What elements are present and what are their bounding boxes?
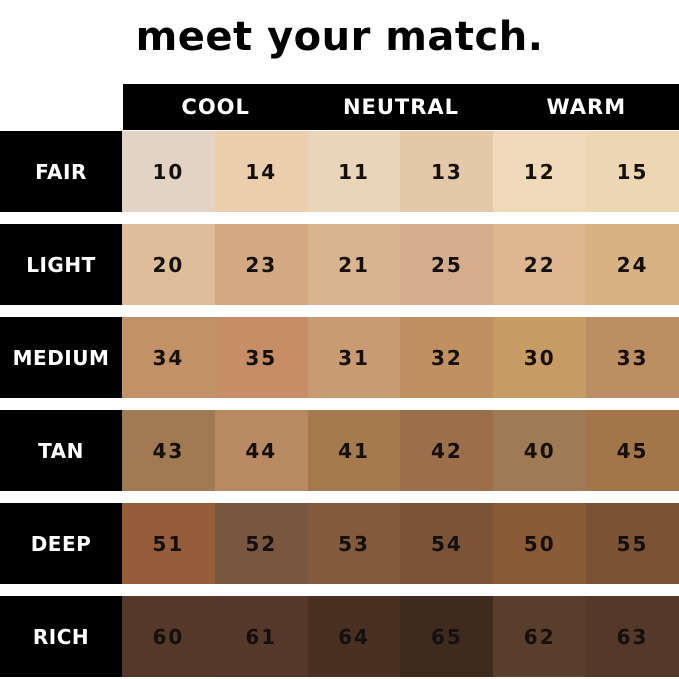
shade-swatch: 40 bbox=[493, 410, 587, 491]
row-label: LIGHT bbox=[0, 224, 122, 305]
shade-swatch: 61 bbox=[214, 596, 308, 677]
shade-swatch: 21 bbox=[307, 224, 401, 305]
shade-swatch: 53 bbox=[307, 503, 401, 584]
shade-swatch: 22 bbox=[493, 224, 587, 305]
shade-swatch: 15 bbox=[586, 131, 679, 212]
shade-swatch: 50 bbox=[493, 503, 587, 584]
shade-swatch: 45 bbox=[586, 410, 679, 491]
shade-swatch: 43 bbox=[122, 410, 215, 491]
column-header-neutral: NEUTRAL bbox=[342, 95, 460, 119]
row-label: TAN bbox=[0, 410, 122, 491]
row-label: MEDIUM bbox=[0, 317, 122, 398]
shade-swatch: 55 bbox=[586, 503, 679, 584]
shade-swatch: 52 bbox=[214, 503, 308, 584]
shade-swatch: 42 bbox=[400, 410, 494, 491]
shade-swatch: 35 bbox=[214, 317, 308, 398]
shade-swatch: 33 bbox=[586, 317, 679, 398]
shade-row-rich: RICH 60 61 64 65 62 63 bbox=[0, 596, 679, 677]
column-header-warm: WARM bbox=[546, 95, 627, 119]
shade-swatch: 54 bbox=[400, 503, 494, 584]
shade-swatch: 60 bbox=[122, 596, 215, 677]
shade-swatch: 30 bbox=[493, 317, 587, 398]
shade-swatch: 41 bbox=[307, 410, 401, 491]
shade-swatch: 14 bbox=[214, 131, 308, 212]
column-header-cool: COOL bbox=[181, 95, 250, 119]
shade-row-tan: TAN 43 44 41 42 40 45 bbox=[0, 410, 679, 491]
shade-row-medium: MEDIUM 34 35 31 32 30 33 bbox=[0, 317, 679, 398]
row-label: RICH bbox=[0, 596, 122, 677]
shade-swatch: 31 bbox=[307, 317, 401, 398]
shade-swatch: 24 bbox=[586, 224, 679, 305]
shade-swatch: 64 bbox=[307, 596, 401, 677]
undertone-header: COOL NEUTRAL WARM bbox=[123, 84, 679, 130]
row-label: FAIR bbox=[0, 131, 122, 212]
shade-swatch: 25 bbox=[400, 224, 494, 305]
shade-swatch: 65 bbox=[400, 596, 494, 677]
shade-swatch: 63 bbox=[586, 596, 679, 677]
shade-row-light: LIGHT 20 23 21 25 22 24 bbox=[0, 224, 679, 305]
shade-swatch: 13 bbox=[400, 131, 494, 212]
shade-swatch: 23 bbox=[214, 224, 308, 305]
shade-row-deep: DEEP 51 52 53 54 50 55 bbox=[0, 503, 679, 584]
shade-swatch: 34 bbox=[122, 317, 215, 398]
shade-swatch: 12 bbox=[493, 131, 587, 212]
shade-swatch: 32 bbox=[400, 317, 494, 398]
shade-swatch: 20 bbox=[122, 224, 215, 305]
shade-swatch: 10 bbox=[122, 131, 215, 212]
shade-swatch: 44 bbox=[214, 410, 308, 491]
row-label: DEEP bbox=[0, 503, 122, 584]
shade-swatch: 11 bbox=[307, 131, 401, 212]
shade-swatch: 62 bbox=[493, 596, 587, 677]
shade-swatch: 51 bbox=[122, 503, 215, 584]
shade-row-fair: FAIR 10 14 11 13 12 15 bbox=[0, 131, 679, 212]
page-title: meet your match. bbox=[135, 14, 544, 60]
